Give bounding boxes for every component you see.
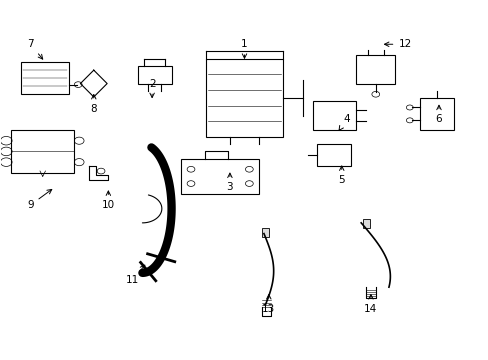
Bar bbox=[21, 62, 69, 94]
Bar bbox=[181, 158, 259, 194]
Text: 8: 8 bbox=[90, 95, 97, 113]
Text: 3: 3 bbox=[226, 173, 233, 192]
Text: 13: 13 bbox=[262, 294, 275, 314]
Bar bbox=[205, 59, 283, 137]
Text: 5: 5 bbox=[338, 166, 345, 185]
Bar bbox=[419, 98, 453, 130]
Text: 4: 4 bbox=[338, 114, 349, 130]
Bar bbox=[11, 130, 74, 173]
Bar bbox=[317, 144, 351, 166]
Text: 7: 7 bbox=[27, 39, 42, 59]
Text: 2: 2 bbox=[148, 78, 155, 98]
Bar bbox=[312, 102, 356, 130]
Text: 14: 14 bbox=[364, 294, 377, 314]
Bar bbox=[356, 55, 394, 84]
Text: 11: 11 bbox=[126, 265, 144, 285]
Text: 9: 9 bbox=[27, 189, 52, 210]
Bar bbox=[137, 66, 171, 84]
Bar bbox=[261, 228, 268, 237]
Bar bbox=[362, 219, 369, 228]
Text: 10: 10 bbox=[102, 191, 115, 210]
Text: 6: 6 bbox=[435, 105, 442, 124]
Text: 1: 1 bbox=[241, 39, 247, 58]
Text: 12: 12 bbox=[384, 39, 411, 49]
